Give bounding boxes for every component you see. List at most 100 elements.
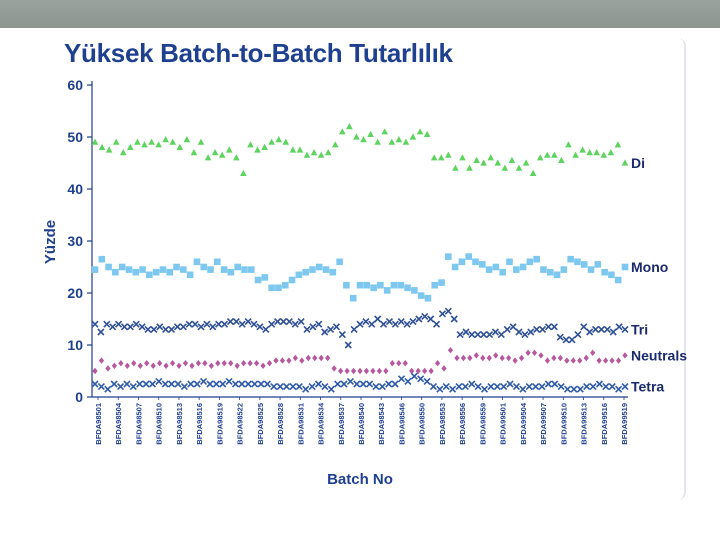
data-point <box>286 357 292 364</box>
series-neutrals <box>92 347 628 375</box>
data-point <box>614 141 622 148</box>
data-point <box>206 380 214 388</box>
data-point <box>360 136 367 143</box>
data-point <box>119 149 127 156</box>
data-point <box>279 318 288 326</box>
data-point <box>221 360 227 367</box>
data-point <box>353 133 360 140</box>
x-tick-label: BFDA98540 <box>357 403 366 445</box>
data-point <box>389 360 395 367</box>
data-point <box>275 284 282 292</box>
data-point <box>525 349 531 356</box>
data-point <box>486 354 492 362</box>
data-point <box>204 154 212 161</box>
data-point <box>589 383 597 391</box>
data-point <box>112 138 120 145</box>
data-point <box>487 154 495 161</box>
data-point <box>144 360 150 367</box>
data-point <box>615 385 623 393</box>
data-point <box>512 383 521 391</box>
data-point <box>615 323 623 331</box>
x-tick-label: BFDA98531 <box>296 403 305 445</box>
data-point <box>208 362 214 369</box>
data-point <box>234 263 241 271</box>
data-point <box>167 325 176 333</box>
data-point <box>376 367 382 375</box>
x-tick-label: BFDA98513 <box>175 403 184 445</box>
data-point <box>362 318 370 326</box>
x-tick-label: BFDA98559 <box>478 403 487 445</box>
data-point <box>522 159 530 166</box>
data-point <box>603 357 609 364</box>
data-point <box>356 281 364 289</box>
data-point <box>374 138 381 145</box>
data-point <box>454 354 460 362</box>
data-point <box>303 325 311 333</box>
data-point <box>112 268 119 276</box>
data-point <box>608 271 615 279</box>
data-point <box>597 325 606 333</box>
data-point <box>251 380 259 388</box>
data-point <box>353 380 361 388</box>
data-point <box>203 320 211 328</box>
data-point <box>247 141 254 148</box>
data-point <box>442 383 450 391</box>
data-point <box>195 360 202 367</box>
data-point <box>219 380 227 388</box>
data-point <box>519 263 527 271</box>
data-point <box>450 315 458 323</box>
data-point <box>600 151 608 158</box>
data-point <box>538 352 544 359</box>
data-point <box>609 357 615 364</box>
data-point <box>553 271 561 279</box>
data-point <box>551 151 558 158</box>
data-point <box>152 268 160 276</box>
data-point <box>139 266 146 273</box>
data-point <box>560 266 568 273</box>
data-point <box>118 360 124 367</box>
data-point <box>608 383 616 391</box>
data-point <box>396 360 402 367</box>
data-point <box>415 315 423 323</box>
data-point <box>209 323 217 331</box>
data-point <box>397 318 405 326</box>
data-point <box>432 320 441 328</box>
data-point <box>417 292 425 299</box>
data-point <box>455 383 463 391</box>
data-point <box>503 325 511 333</box>
x-tick-label: BFDA98516 <box>195 403 204 445</box>
data-point <box>492 263 500 271</box>
y-tick-label: 50 <box>67 129 83 145</box>
y-tick-label: 0 <box>75 389 83 405</box>
x-tick-label: BFDA98501 <box>94 403 103 445</box>
data-point <box>199 377 208 385</box>
data-point <box>526 258 534 266</box>
data-point <box>162 136 169 143</box>
data-point <box>468 380 476 388</box>
data-point <box>315 263 323 271</box>
data-point <box>480 159 487 166</box>
data-point <box>253 360 260 367</box>
data-point <box>190 149 198 156</box>
data-point <box>338 367 344 375</box>
data-point <box>176 143 184 150</box>
data-point <box>570 385 578 393</box>
data-point <box>185 320 193 328</box>
x-tick-label: BFDA99504 <box>519 402 528 445</box>
data-point <box>409 133 417 140</box>
data-point <box>403 320 411 328</box>
data-point <box>124 362 130 369</box>
data-point <box>544 380 552 388</box>
data-point <box>533 325 541 333</box>
data-point <box>318 354 324 362</box>
data-point <box>295 383 303 391</box>
data-point <box>602 383 610 391</box>
data-point <box>173 323 182 331</box>
x-tick-label: BFDA98537 <box>337 403 346 445</box>
data-point <box>150 362 156 369</box>
data-point <box>150 325 158 333</box>
x-ticks: BFDA98501 BFDA98504 BFDA98507 BFDA98510 BFDA… <box>94 397 629 445</box>
data-point <box>506 380 514 388</box>
data-point <box>123 380 131 388</box>
data-point <box>104 385 112 393</box>
